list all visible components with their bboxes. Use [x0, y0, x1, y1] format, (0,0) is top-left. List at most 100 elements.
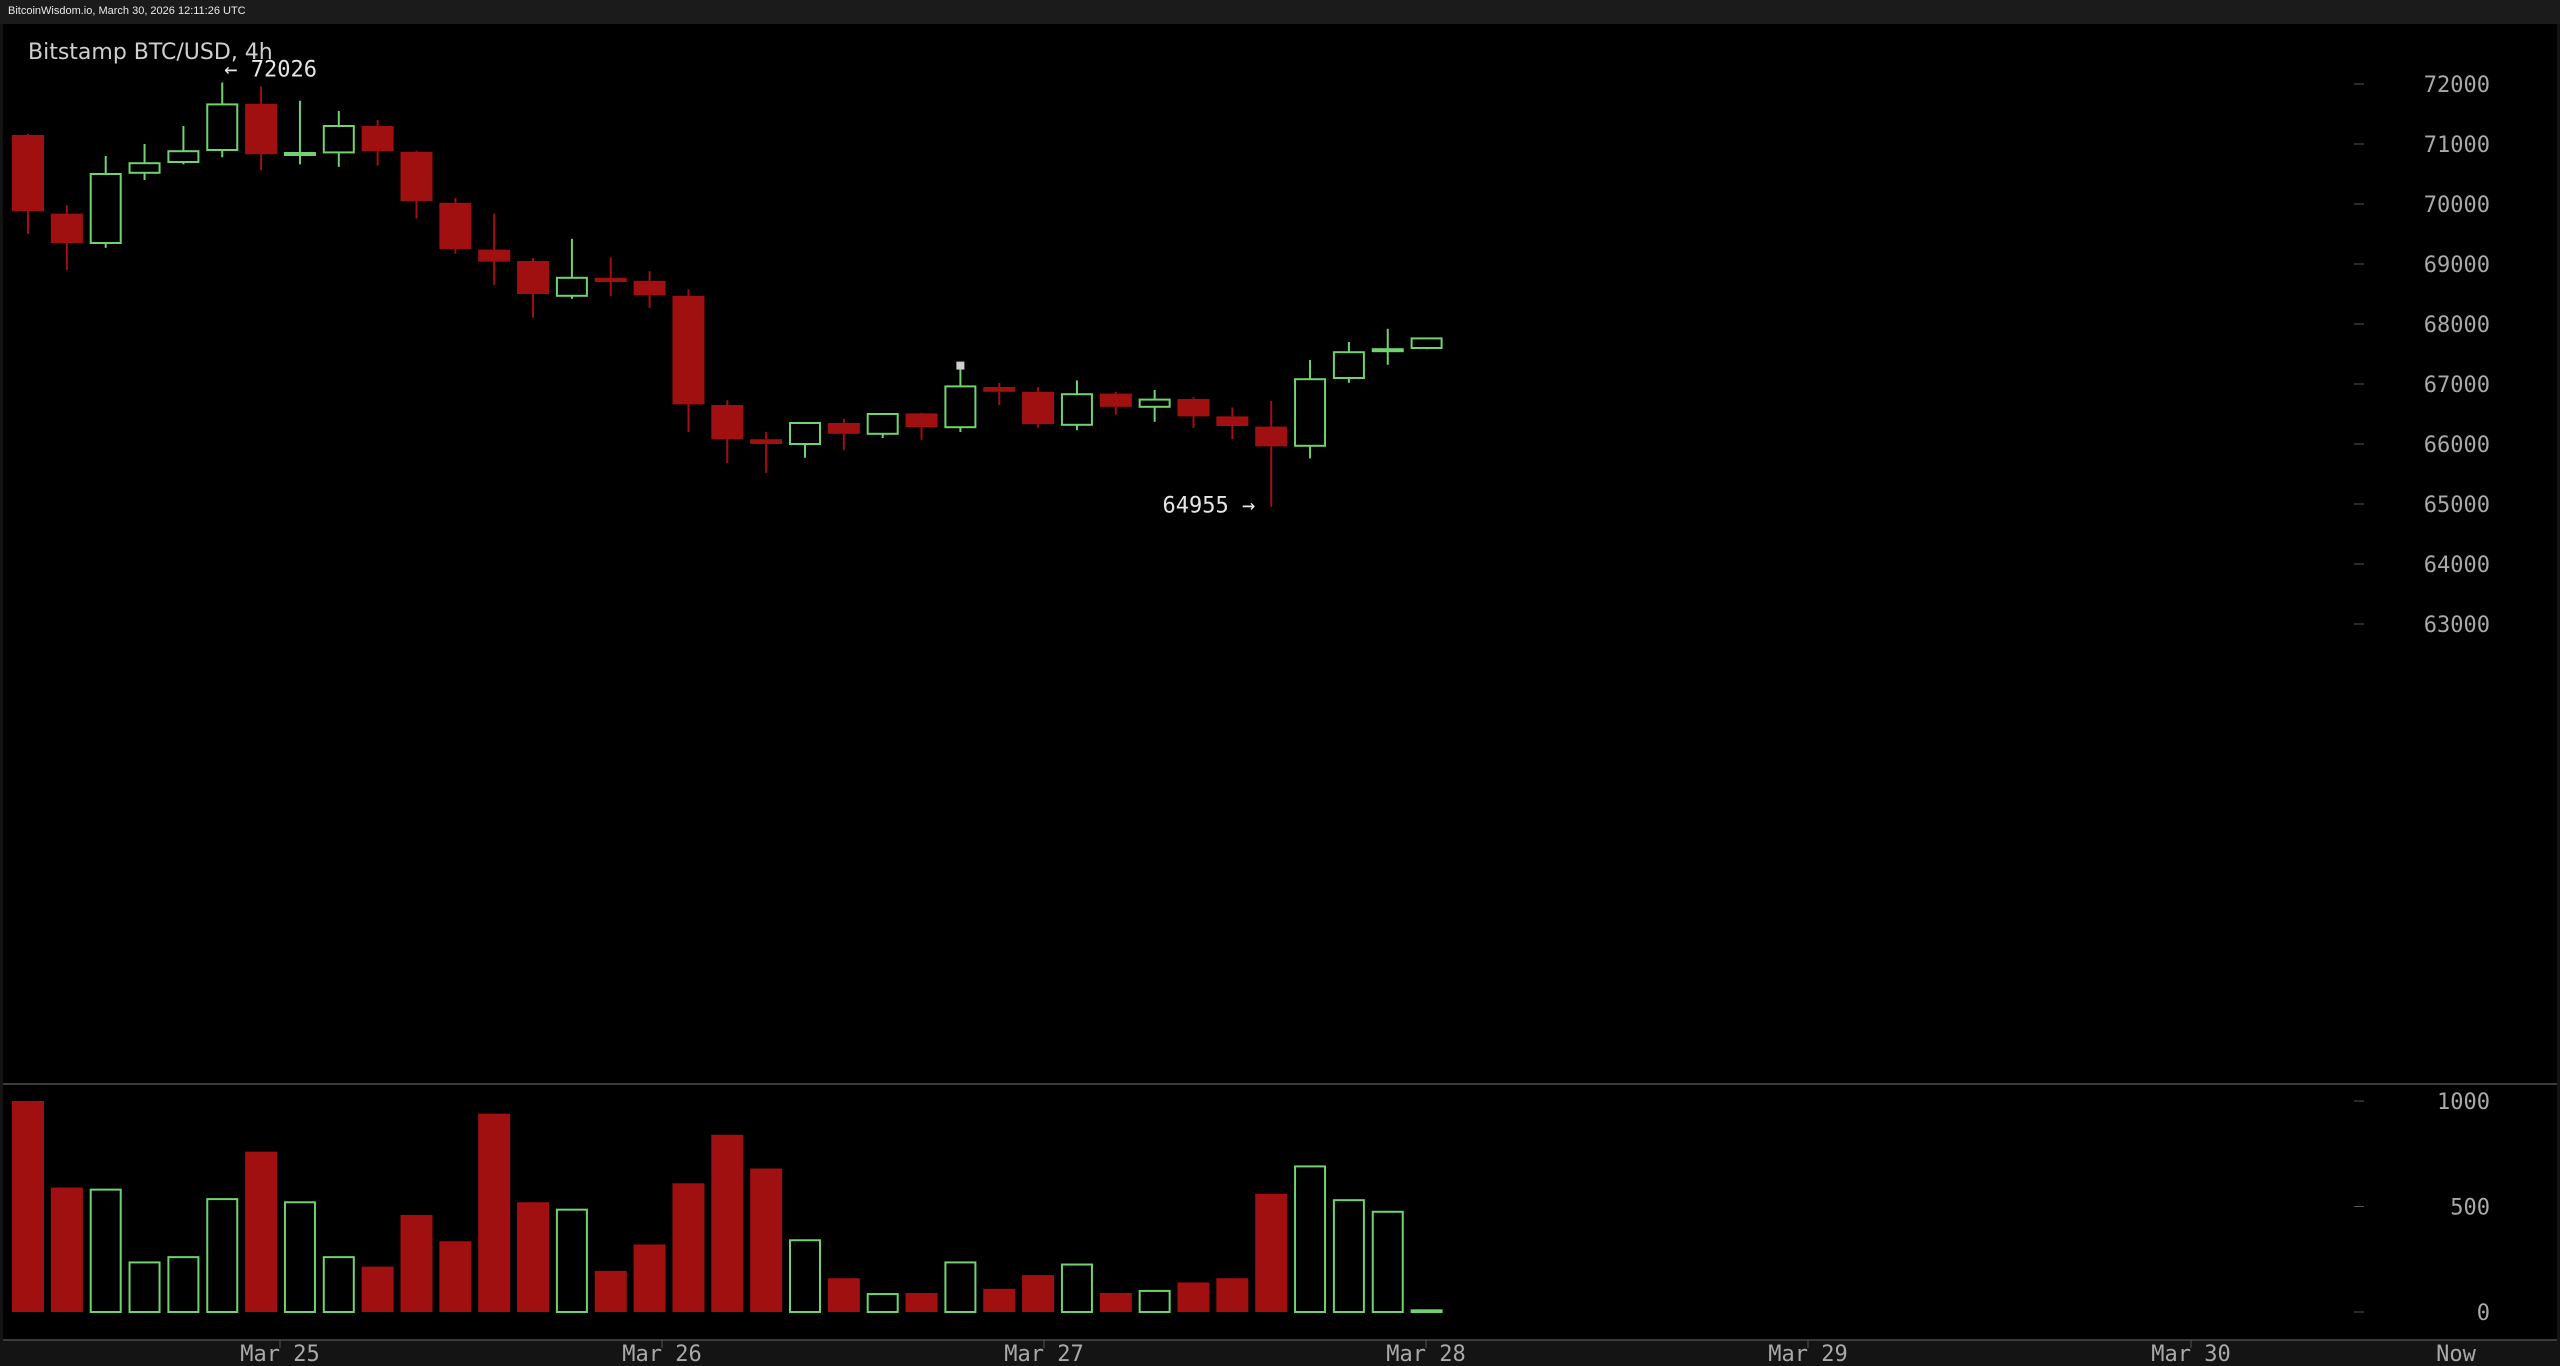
candle-body-down: [750, 439, 783, 444]
candle-body-up: [1294, 378, 1327, 447]
chart-frame: Bitstamp BTC/USD, 4h 63000 64000 65000 6600…: [0, 24, 2560, 1366]
time-axis: Mar 25 Mar 26 Mar 27 Mar 28 Mar 29 Mar 30 Now: [240, 1340, 2477, 1366]
candle-body-down: [245, 103, 278, 155]
volume-bar-down: [1099, 1293, 1132, 1312]
volume-bar-down: [400, 1214, 433, 1312]
candle: [400, 150, 433, 219]
candle: [12, 133, 44, 234]
volume-bar-up: [128, 1261, 161, 1314]
candle: [167, 126, 200, 165]
candle-body-down: [1022, 391, 1055, 425]
volume-series: [12, 1101, 1443, 1314]
volume-bar-up: [1410, 1309, 1443, 1314]
candle: [439, 198, 472, 254]
candle: [245, 86, 278, 171]
candle-body-down: [50, 213, 83, 243]
candle-body-up: [555, 276, 588, 297]
candle: [1022, 387, 1055, 428]
time-label: Now: [2436, 1342, 2476, 1366]
last-high-marker: [956, 361, 965, 370]
volume-bar-down: [1255, 1193, 1288, 1312]
volume-bar-down: [827, 1278, 860, 1312]
candle-body-up: [322, 125, 355, 154]
price-axis: 63000 64000 65000 66000 67000 68000 69000 70000…: [2354, 73, 2490, 638]
candle: [594, 257, 627, 296]
volume-tick-label: 0: [2477, 1301, 2490, 1326]
volume-axis: 0 500 1000: [2354, 1090, 2490, 1326]
candle: [1410, 337, 1443, 350]
time-label: Mar 26: [622, 1342, 701, 1366]
candle: [866, 413, 899, 438]
candle: [1294, 360, 1327, 459]
volume-bar-down: [361, 1266, 394, 1312]
price-tick-label: 69000: [2424, 253, 2490, 278]
time-label: Mar 28: [1386, 1342, 1465, 1366]
candle: [555, 238, 588, 299]
candle: [672, 289, 705, 432]
volume-bar-up: [1060, 1263, 1093, 1314]
candle: [1216, 407, 1249, 440]
candle-body-down: [672, 295, 705, 405]
candle-body-up: [789, 422, 821, 445]
candle: [633, 271, 666, 308]
volume-bar-up: [789, 1239, 821, 1314]
time-label: Mar 27: [1004, 1342, 1083, 1366]
volume-bar-down: [711, 1134, 744, 1312]
volume-bar-up: [167, 1256, 200, 1314]
candle: [89, 156, 122, 248]
candle-body-down: [1099, 393, 1132, 407]
candle-body-up: [167, 150, 200, 163]
volume-bar-down: [50, 1187, 83, 1312]
time-label: Mar 29: [1768, 1342, 1847, 1366]
volume-bar-up: [89, 1188, 122, 1313]
volume-bar-down: [633, 1244, 666, 1312]
candle: [827, 418, 860, 450]
candle-body-up: [128, 162, 161, 174]
price-tick-label: 68000: [2424, 313, 2490, 338]
volume-bar-down: [478, 1113, 511, 1312]
volume-bar-down: [1216, 1278, 1249, 1312]
volume-bar-down: [1177, 1282, 1210, 1312]
price-tick-label: 67000: [2424, 373, 2490, 398]
volume-tick-label: 500: [2450, 1196, 2490, 1221]
candle-body-up: [866, 413, 899, 435]
candle-body-up: [1060, 393, 1093, 426]
volume-bar-up: [866, 1293, 899, 1313]
candle-body-up: [283, 152, 316, 156]
candle: [944, 369, 977, 432]
plot-background: [3, 24, 2557, 1340]
volume-bar-up: [555, 1208, 588, 1314]
candle-series: [12, 82, 1443, 507]
volume-bar-down: [245, 1151, 278, 1312]
volume-bar-up: [283, 1201, 316, 1314]
volume-bar-down: [517, 1202, 550, 1312]
time-label: Mar 25: [240, 1342, 319, 1366]
volume-bar-up: [1294, 1165, 1327, 1314]
volume-bar-down: [672, 1183, 705, 1312]
volume-bar-up: [1138, 1289, 1171, 1314]
volume-bar-up: [322, 1256, 355, 1314]
volume-bar-down: [594, 1270, 627, 1312]
candle: [1099, 391, 1132, 415]
candle: [128, 144, 161, 180]
candle: [1371, 328, 1404, 365]
candle-body-down: [439, 202, 472, 249]
volume-bar-down: [905, 1293, 938, 1312]
candle: [1332, 342, 1365, 383]
candlestick-chart[interactable]: Bitstamp BTC/USD, 4h 63000 64000 65000 6600…: [0, 24, 2560, 1366]
candle-body-down: [1177, 399, 1210, 417]
candle: [478, 213, 511, 285]
price-tick-label: 64000: [2424, 553, 2490, 578]
candle-body-down: [517, 261, 550, 294]
low-annotation: 64955 →: [1162, 494, 1255, 519]
top-status-bar: BitcoinWisdom.io, March 30, 2026 12:11:2…: [0, 0, 2560, 24]
volume-bar-down: [750, 1168, 783, 1312]
candle: [322, 111, 355, 167]
volume-bar-down: [1022, 1275, 1055, 1312]
candle-body-up: [1410, 337, 1443, 349]
candle: [206, 82, 239, 158]
volume-bar-up: [206, 1198, 239, 1313]
candle-body-down: [400, 151, 433, 201]
volume-bar-up: [944, 1261, 977, 1314]
price-tick-label: 66000: [2424, 433, 2490, 458]
